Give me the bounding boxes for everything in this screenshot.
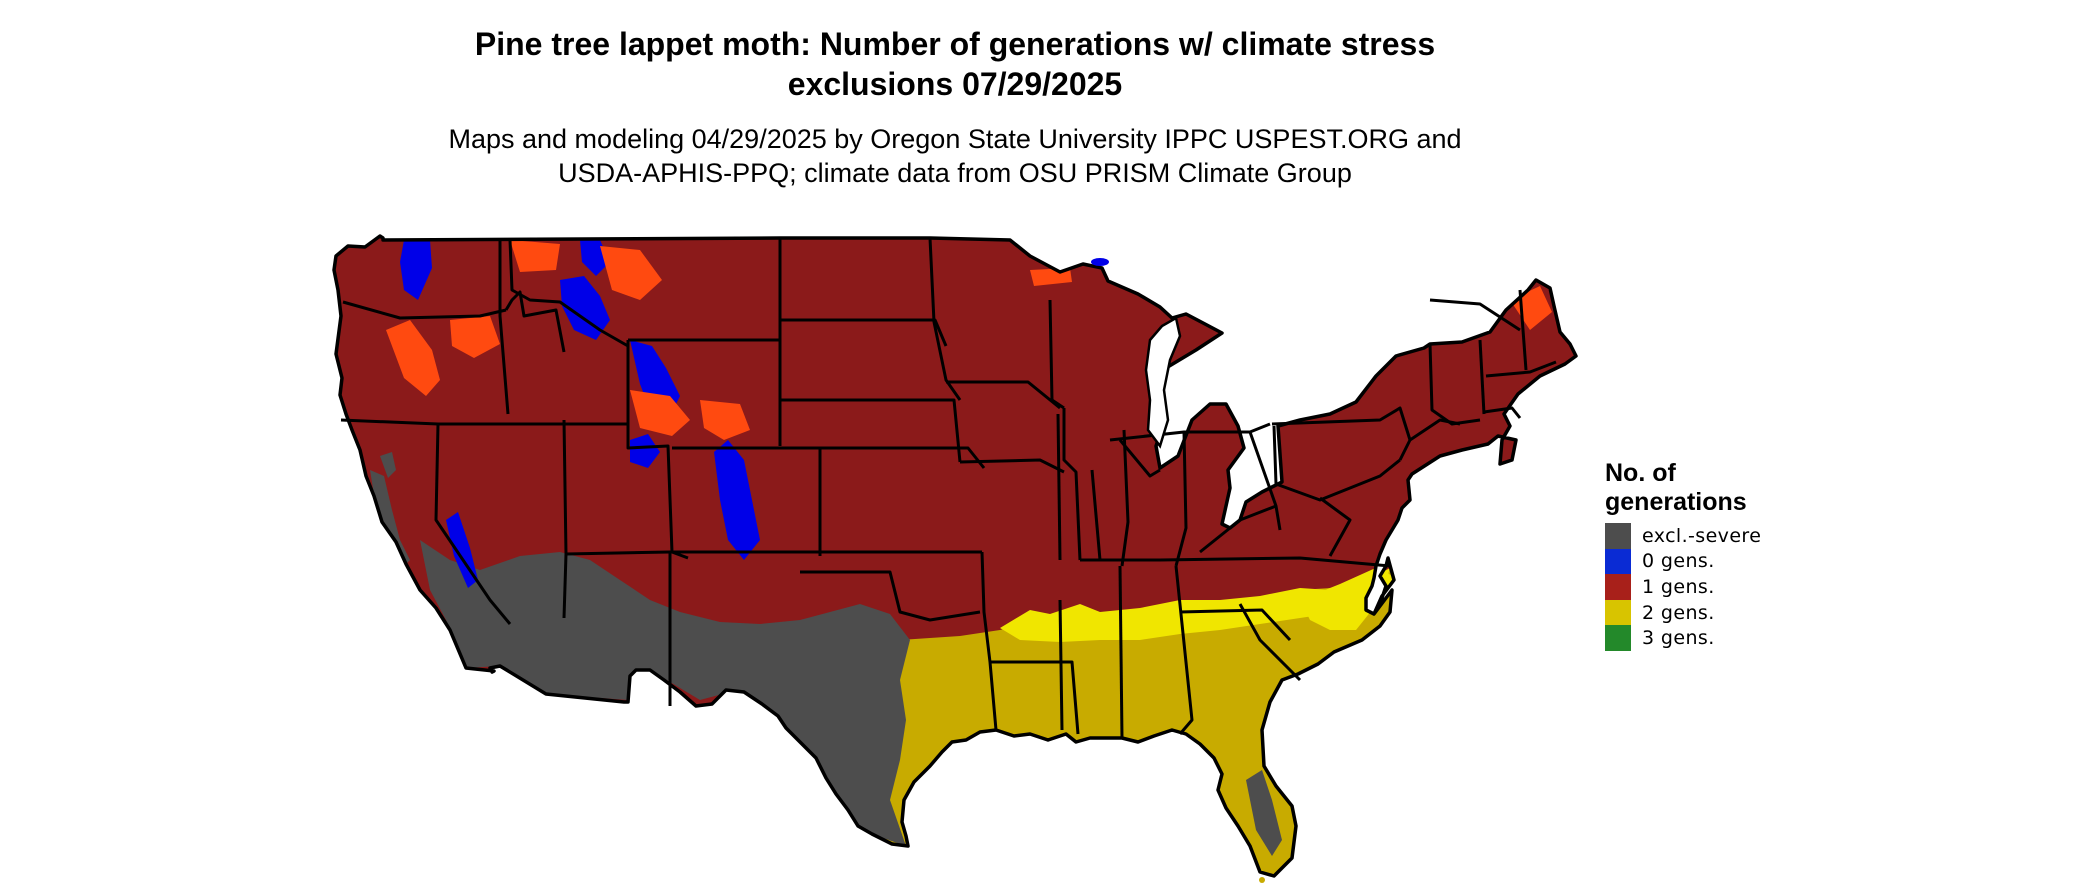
map-title-line-2: exclusions 07/29/2025: [787, 66, 1123, 102]
excluded-california-north: [380, 452, 396, 478]
legend-swatch: [1605, 523, 1631, 549]
legend-item-0-gens: 0 gens.: [1605, 548, 1855, 575]
legend-swatch: [1605, 599, 1631, 626]
map-title: Pine tree lappet moth: Number of generat…: [380, 24, 1530, 104]
legend-item-excluded: excl.-severe: [1605, 523, 1855, 549]
excluded-florida: [1246, 770, 1282, 856]
zero-gens-utah: [630, 434, 660, 468]
orange-wyoming: [630, 390, 690, 436]
legend-item-2-gens: 2 gens.: [1605, 599, 1855, 626]
zero-gens-colorado: [714, 440, 760, 560]
map-subtitle-line-2: USDA-APHIS-PPQ; climate data from OSU PR…: [558, 158, 1352, 188]
excluded-california-valley: [370, 470, 410, 570]
legend-swatch: [1605, 548, 1631, 575]
map-subtitle-line-1: Maps and modeling 04/29/2025 by Oregon S…: [448, 124, 1462, 154]
orange-colorado: [700, 400, 750, 440]
legend-label: 0 gens.: [1642, 550, 1715, 573]
legend: No. of generations excl.-severe 0 gens. …: [1605, 459, 1855, 651]
lake-superior-island: [1091, 258, 1109, 266]
orange-montana: [600, 246, 662, 300]
legend-title-line-2: generations: [1605, 488, 1747, 516]
two-gens-light-band: [1000, 568, 1390, 642]
legend-title: No. of generations: [1605, 459, 1855, 517]
orange-oregon: [450, 316, 500, 358]
orange-cascades: [386, 320, 440, 396]
legend-item-3-gens: 3 gens.: [1605, 625, 1855, 651]
florida-keys: [1259, 877, 1265, 883]
legend-swatch: [1605, 574, 1631, 600]
legend-swatch: [1605, 625, 1631, 651]
excluded-southwest: [420, 540, 910, 846]
zero-gens-idaho: [560, 276, 610, 340]
map-subtitle: Maps and modeling 04/29/2025 by Oregon S…: [380, 122, 1530, 190]
legend-label: 3 gens.: [1642, 627, 1715, 650]
legend-label: 2 gens.: [1642, 601, 1715, 624]
legend-label: excl.-severe: [1642, 524, 1762, 547]
orange-idaho-north: [510, 240, 560, 272]
map-title-line-1: Pine tree lappet moth: Number of generat…: [474, 26, 1436, 62]
legend-item-1-gens: 1 gens.: [1605, 574, 1855, 600]
legend-title-line-1: No. of: [1605, 459, 1676, 487]
zero-gens-washington: [400, 240, 432, 300]
lake-michigan: [1144, 316, 1182, 449]
legend-label: 1 gens.: [1642, 575, 1715, 598]
state-boundaries: [340, 237, 1557, 739]
